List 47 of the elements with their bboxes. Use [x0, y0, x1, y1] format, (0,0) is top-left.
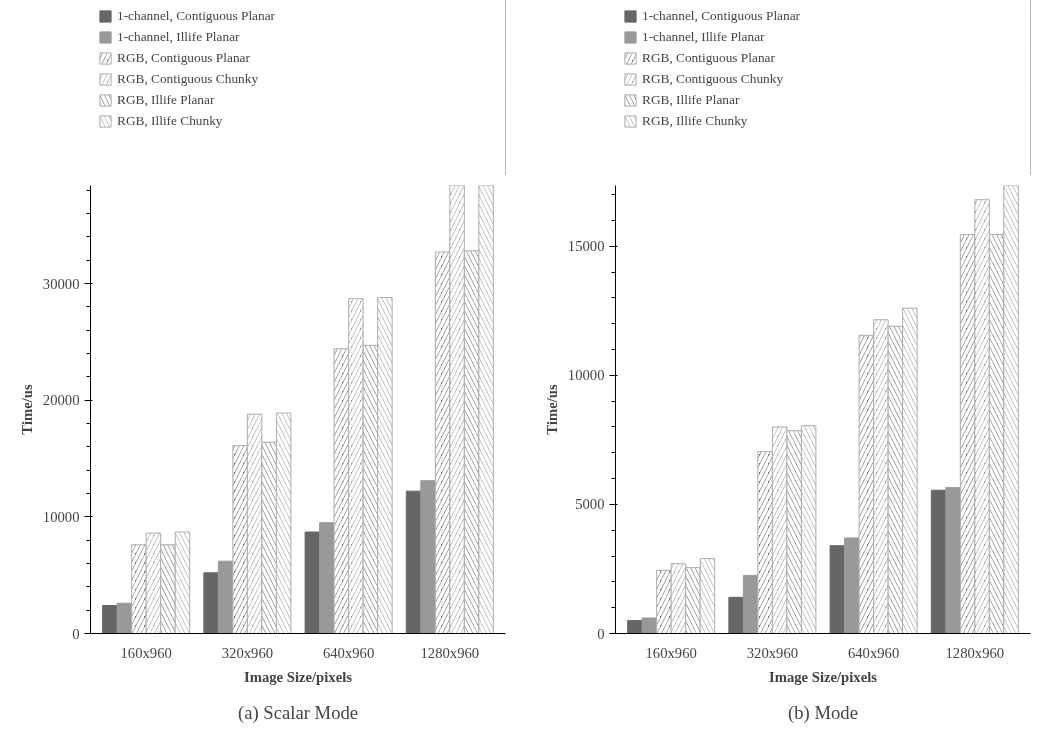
bar [641, 617, 658, 634]
x-tick-label: 320x960 [221, 644, 274, 661]
y-axis-title: Time/us [543, 384, 560, 435]
x-tick-label: 640x960 [322, 644, 375, 661]
legend-label: RGB, Contiguous Chunky [117, 71, 259, 87]
x-tick-label: 160x960 [645, 644, 697, 661]
y-tick-label: 10000 [42, 508, 80, 525]
legend-label: RGB, Illife Planar [117, 92, 215, 108]
bar [304, 531, 321, 634]
x-tick-label: 1280x960 [420, 644, 480, 661]
legend-label: RGB, Illife Planar [642, 92, 740, 108]
y-axis-title: Time/us [18, 384, 35, 435]
y-tick-label: 15000 [567, 238, 605, 255]
bar [203, 572, 219, 634]
bar [319, 522, 335, 634]
y-tick-label: 10000 [567, 367, 605, 384]
y-tick-label: 30000 [42, 275, 80, 292]
x-axis-title: Image Size/pixels [244, 668, 353, 685]
x-tick-label: 160x960 [120, 644, 172, 661]
legend-label: RGB, Illife Chunky [117, 113, 223, 129]
bar [844, 537, 860, 634]
legend-label: 1-channel, Illife Planar [642, 29, 765, 45]
legend-label: 1-channel, Illife Planar [117, 29, 240, 45]
y-tick-label: 0 [72, 625, 80, 642]
legend-label: RGB, Contiguous Chunky [642, 71, 784, 87]
bar [728, 596, 744, 634]
y-tick-label: 0 [597, 625, 605, 642]
legend-label: 1-channel, Contiguous Planar [642, 8, 801, 24]
bar [627, 620, 643, 634]
text: (a) Scalar Mode [237, 702, 359, 724]
x-tick-label: 1280x960 [945, 644, 1005, 661]
legend-label: RGB, Contiguous Planar [117, 50, 250, 66]
x-tick-label: 320x960 [746, 644, 799, 661]
bar [102, 605, 118, 634]
x-axis-title: Image Size/pixels [769, 668, 878, 685]
y-tick-label: 5000 [575, 496, 605, 513]
legend-label: RGB, Contiguous Planar [642, 50, 775, 66]
legend-label: 1-channel, Contiguous Planar [117, 8, 276, 24]
bar [829, 545, 846, 634]
y-tick-label: 20000 [42, 392, 80, 409]
x-tick-label: 640x960 [847, 644, 900, 661]
bar [930, 489, 947, 634]
bar [405, 490, 422, 634]
bar [945, 487, 961, 634]
bar [420, 480, 436, 634]
legend-label: RGB, Illife Chunky [642, 113, 748, 129]
text: (b) Mode [788, 702, 858, 724]
